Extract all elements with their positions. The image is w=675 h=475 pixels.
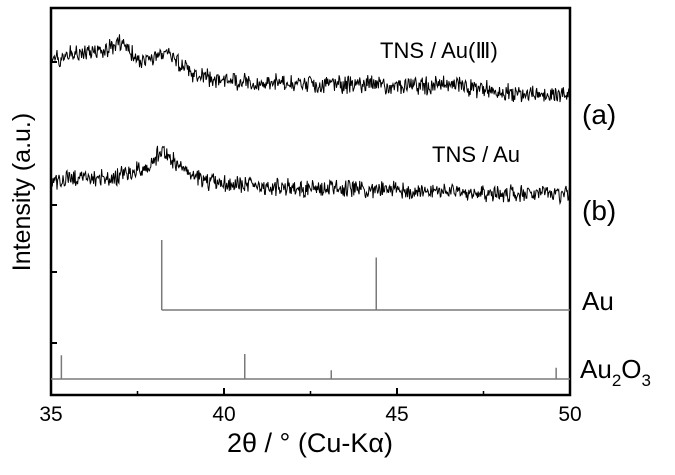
y-axis-label: Intensity (a.u.) [8,113,36,271]
label-au-ref: Au [582,286,614,316]
label-au2o3-ref: Au2O3 [580,354,651,390]
au2o3-sub2: 2 [612,371,621,390]
plot-frame [49,6,572,397]
plot-area: 35 40 45 50 [39,6,582,426]
label-tns-au3: TNS / Au(Ⅲ) [380,38,498,63]
x-tick-label: 40 [212,403,235,426]
series-b-trace [50,145,571,206]
x-tick-label: 35 [39,403,62,426]
label-a: (a) [582,99,616,130]
x-tick-label: 50 [558,403,581,426]
au2o3-o: O [621,354,641,384]
series-a-trace [50,34,571,103]
au2o3-sub3: 3 [642,371,651,390]
x-axis-label: 2θ / ° (Cu-Kα) [227,428,393,458]
au2o3-au: Au [580,354,612,384]
x-tick-label: 45 [385,403,408,426]
label-tns-au: TNS / Au [432,142,520,167]
label-b: (b) [582,195,616,226]
